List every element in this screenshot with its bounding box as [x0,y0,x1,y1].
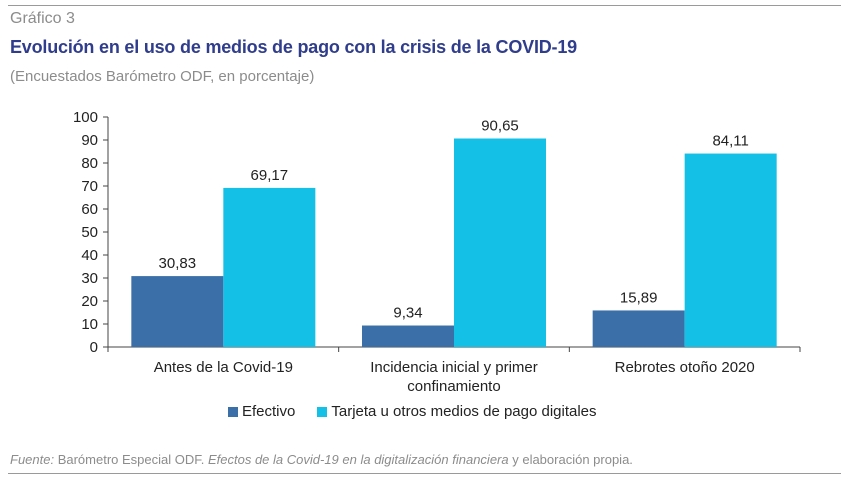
y-tick-label: 60 [81,201,98,218]
source-italic-text: Efectos de la Covid-19 en la digitalizac… [207,452,509,467]
legend: Efectivo Tarjeta u otros medios de pago … [228,403,619,420]
legend-item-efectivo: Efectivo [228,403,295,420]
y-tick-label: 70 [81,178,98,195]
y-tick-label: 100 [73,109,98,126]
category-label: Antes de la Covid-19 [154,359,293,376]
source-note: Fuente: Barómetro Especial ODF. Efectos … [10,452,633,467]
category-label: Incidencia inicial y primer [370,359,538,376]
bar-efectivo [131,276,224,347]
bottom-rule [8,473,841,474]
chart-title: Evolución en el uso de medios de pago co… [10,37,577,57]
source-text-2: y elaboración propia. [508,452,633,467]
y-tick-label: 90 [81,132,98,149]
top-rule [8,5,841,6]
bar-chart: 0 10 20 30 40 50 60 70 80 90 100 30,83 69,17 Antes de… [73,109,801,395]
source-text-1: Barómetro Especial ODF. [54,452,208,467]
data-label: 90,65 [481,118,519,135]
category-label: confinamiento [407,378,500,395]
bar-efectivo [592,310,685,347]
y-tick-label: 50 [81,224,98,241]
figure-label: Gráfico 3 [10,10,75,27]
chart-subtitle: (Encuestados Barómetro ODF, en porcentaj… [10,68,315,85]
bar-efectivo [362,325,454,347]
y-tick-label: 40 [81,247,98,264]
legend-swatch-efectivo [228,406,238,417]
y-tick-label: 20 [81,293,98,310]
legend-swatch-tarjeta [317,406,328,417]
source-prefix: Fuente: [10,452,55,467]
data-label: 69,17 [251,167,289,184]
data-label: 30,83 [159,255,197,272]
y-tick-label: 80 [81,155,98,172]
data-label: 15,89 [620,289,658,306]
y-tick-label: 0 [90,339,98,356]
bar-tarjeta [454,138,546,347]
bar-tarjeta [684,153,777,347]
data-label: 84,11 [712,133,748,150]
bar-tarjeta [223,187,316,347]
category-label: Rebrotes otoño 2020 [615,359,755,376]
y-tick-label: 10 [81,316,98,333]
legend-item-tarjeta: Tarjeta u otros medios de pago digitales [317,403,597,420]
legend-label-efectivo: Efectivo [242,403,296,420]
data-label: 9,34 [393,305,422,322]
y-tick-label: 30 [81,270,98,287]
legend-label-tarjeta: Tarjeta u otros medios de pago digitales [331,403,597,420]
